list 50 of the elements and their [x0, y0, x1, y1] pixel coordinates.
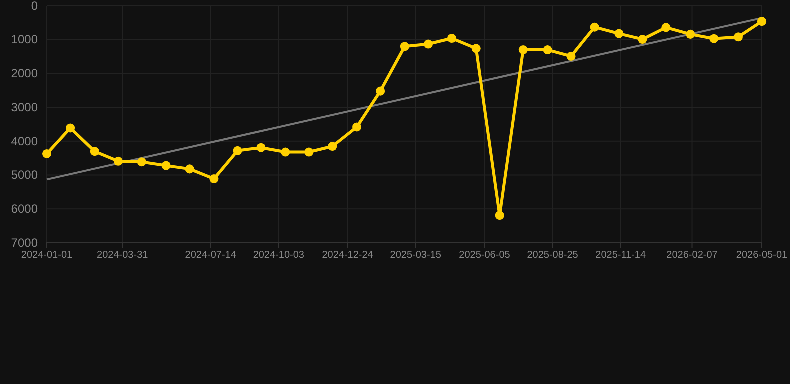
point — [233, 146, 242, 156]
point — [543, 46, 552, 55]
point — [472, 44, 481, 54]
point — [42, 149, 52, 158]
point — [400, 42, 410, 52]
x-tick-label: 2026-02-07 — [666, 250, 718, 262]
y-tick-label: 0 — [31, 0, 38, 13]
point — [757, 17, 767, 26]
point — [328, 142, 338, 152]
y-tick-label: 3000 — [11, 100, 38, 114]
x-tick-label: 2024-03-31 — [97, 250, 149, 262]
point — [90, 147, 100, 156]
y-tick-label: 1000 — [11, 32, 38, 47]
x-tick-label: 2024-01-01 — [21, 250, 74, 262]
point — [686, 30, 696, 39]
y-tick-label: 4000 — [11, 134, 38, 148]
point — [281, 148, 290, 157]
x-tick-label: 2025-11-14 — [596, 250, 646, 262]
x-tick-label: 2025-03-15 — [390, 250, 442, 262]
point — [662, 23, 671, 32]
point — [734, 32, 743, 42]
x-tick-label: 2024-12-24 — [322, 250, 374, 262]
x-tick-label: 2024-10-03 — [253, 250, 305, 262]
x-tick-label: 2025-08-25 — [527, 250, 579, 262]
point — [495, 211, 504, 220]
point — [256, 143, 266, 152]
y-tick-label: 2000 — [11, 66, 38, 81]
point — [566, 52, 576, 61]
point — [614, 29, 624, 38]
y-tick-label: 5000 — [11, 168, 38, 182]
point — [424, 40, 433, 49]
x-tick-label: 2026-05-01 — [736, 250, 788, 262]
point — [710, 34, 719, 44]
x-tick-label: 2025-06-05 — [459, 250, 511, 262]
point — [137, 158, 146, 167]
point — [638, 35, 648, 44]
point — [304, 148, 314, 157]
point — [447, 34, 456, 44]
point — [590, 22, 600, 32]
point — [162, 161, 171, 170]
y-tick-label: 7000 — [11, 236, 38, 250]
point — [210, 174, 219, 184]
y-tick-label: 6000 — [11, 202, 38, 216]
point — [66, 124, 76, 133]
point — [185, 164, 194, 174]
point — [376, 86, 386, 96]
point — [518, 46, 528, 55]
point — [352, 122, 362, 132]
x-tick-label: 2024-07-14 — [185, 250, 237, 262]
point — [114, 156, 123, 166]
